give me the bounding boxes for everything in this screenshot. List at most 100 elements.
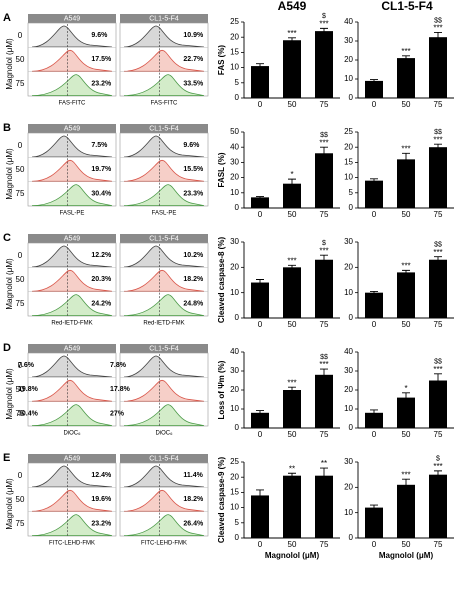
y-tick-label: 20: [230, 32, 239, 41]
percent-label: 12.2%: [91, 252, 112, 259]
flow-header: [120, 234, 208, 243]
bar: [397, 58, 415, 98]
bar: [283, 40, 301, 98]
y-tick-label: 30: [230, 237, 239, 246]
flow-header-text: A549: [64, 15, 80, 22]
histogram: [123, 135, 205, 158]
y-axis-label: Cleaved caspase-9 (%): [217, 457, 226, 544]
histogram: [123, 514, 205, 536]
flow-header-text: CL1-5-F4: [149, 345, 179, 352]
y-tick-label: 10: [344, 404, 353, 413]
bar: [365, 507, 383, 538]
flow-header-text: CL1-5-F4: [149, 455, 179, 462]
column-title: A549: [278, 0, 307, 13]
percent-label: 23.2%: [91, 520, 112, 527]
flow-header: [28, 234, 116, 243]
error-bar: [288, 178, 296, 189]
percent-label: 20.3%: [91, 276, 112, 283]
dose-label: 50: [16, 495, 25, 504]
significance: $$: [434, 129, 442, 136]
significance: ***: [433, 365, 442, 374]
y-tick-label: 10: [230, 503, 239, 512]
histogram: [123, 355, 205, 378]
significance: ***: [287, 256, 296, 265]
percent-label: 23.2%: [91, 80, 112, 87]
significance: $$: [434, 17, 442, 24]
error-bar: [402, 269, 410, 275]
bar: [251, 495, 269, 538]
y-tick-label: 20: [230, 262, 239, 271]
bar: [429, 147, 447, 208]
percent-label: 7.5%: [91, 142, 108, 149]
bar: [397, 397, 415, 428]
significance: ***: [401, 470, 410, 479]
percent-label: 17.8%: [110, 386, 131, 393]
x-tick-label: 75: [434, 540, 443, 549]
x-tick-label: 0: [258, 100, 263, 109]
percent-label: 7.8%: [110, 362, 127, 369]
error-bar: [434, 470, 442, 479]
bar: [397, 272, 415, 318]
flow-y-label: Magnolol (μM): [5, 148, 14, 200]
x-tick-label: 0: [258, 210, 263, 219]
dose-label: 50: [16, 55, 25, 64]
y-tick-label: 5: [235, 78, 240, 87]
x-tick-label: 0: [372, 210, 377, 219]
flow-x-label: FITC-LEHD-FMK: [49, 541, 95, 547]
y-tick-label: 10: [230, 63, 239, 72]
error-bar: [434, 32, 442, 42]
error-bar: [320, 467, 328, 484]
panel-letter: B: [3, 122, 11, 134]
histogram: [31, 514, 113, 536]
histogram: [123, 269, 205, 292]
bar: [283, 267, 301, 318]
error-bar: [370, 290, 378, 294]
percent-label: 22.7%: [183, 56, 204, 63]
y-tick-label: 10: [344, 288, 353, 297]
histogram: [31, 355, 113, 378]
y-tick-label: 40: [230, 347, 239, 356]
significance: $$: [434, 242, 442, 249]
bar: [315, 475, 333, 538]
x-tick-label: 75: [434, 210, 443, 219]
error-bar: [288, 264, 296, 270]
percent-label: 24.2%: [91, 300, 112, 307]
y-tick-label: 15: [230, 488, 239, 497]
percent-label: 12.4%: [91, 472, 112, 479]
dose-label: 0: [18, 471, 23, 480]
y-tick-label: 0: [349, 203, 354, 212]
x-tick-label: 0: [372, 320, 377, 329]
percent-label: 9.6%: [91, 32, 108, 39]
error-bar: [256, 63, 264, 69]
y-tick-label: 0: [235, 203, 240, 212]
significance: $: [322, 240, 326, 247]
percent-label: 10.9%: [183, 32, 204, 39]
flow-header-text: A549: [64, 455, 80, 462]
bar: [283, 475, 301, 538]
y-axis-label: FASL (%): [217, 152, 226, 187]
percent-label: 30.4%: [91, 190, 112, 197]
histogram: [31, 245, 113, 268]
y-tick-label: 20: [344, 262, 353, 271]
histogram: [31, 74, 113, 96]
y-axis-label: Loss of Ψm (%): [217, 360, 226, 419]
y-tick-label: 30: [344, 36, 353, 45]
flow-y-label: Magnolol (μM): [5, 258, 14, 310]
x-tick-label: 75: [320, 540, 329, 549]
bar: [365, 180, 383, 208]
error-bar: [434, 373, 442, 388]
y-tick-label: 0: [349, 423, 354, 432]
x-tick-label: 75: [434, 100, 443, 109]
bar: [251, 412, 269, 428]
histogram: [123, 245, 205, 268]
y-tick-label: 0: [235, 533, 240, 542]
percent-label: 11.4%: [183, 472, 203, 479]
dose-label: 50: [16, 165, 25, 174]
bar: [315, 31, 333, 98]
histogram: [31, 404, 113, 426]
y-tick-label: 10: [344, 74, 353, 83]
dose-label: 0: [18, 251, 23, 260]
significance: ***: [433, 24, 442, 33]
x-axis-label: Magnolol (μM): [265, 551, 320, 560]
dose-label: 0: [18, 141, 23, 150]
